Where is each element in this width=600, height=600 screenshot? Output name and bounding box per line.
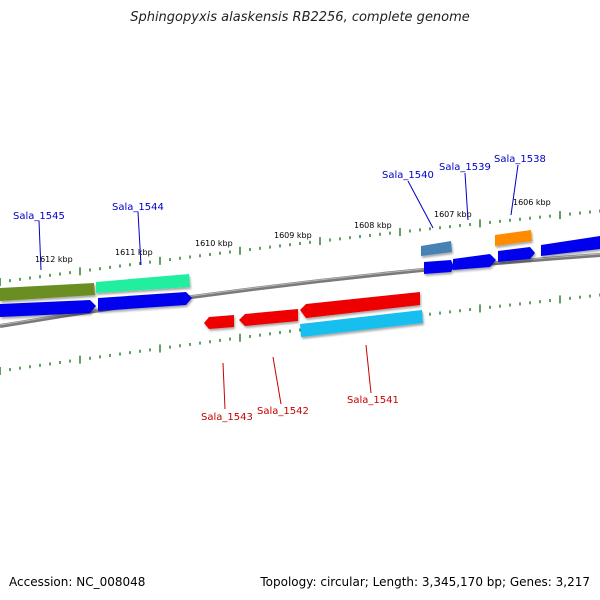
gene-sala-1538[interactable] <box>495 230 532 246</box>
cds-forward-track <box>0 236 600 317</box>
label-sala-1542[interactable]: Sala_1542 <box>257 406 309 417</box>
label-sala-1544[interactable]: Sala_1544 <box>112 202 164 213</box>
forward-leaders <box>38 164 519 271</box>
gene-sala-1541[interactable] <box>300 292 420 318</box>
leader-sala-1541 <box>365 344 372 394</box>
cds-feature[interactable] <box>498 247 535 262</box>
cds-feature[interactable] <box>0 300 96 317</box>
label-sala-1538[interactable]: Sala_1538 <box>494 154 546 165</box>
leader-sala-1539 <box>464 172 469 221</box>
label-sala-1543[interactable]: Sala_1543 <box>201 412 253 423</box>
outer-tick-ring <box>0 209 600 286</box>
leader-sala-1545 <box>38 220 42 271</box>
leader-sala-1544 <box>137 211 142 266</box>
cds-feature[interactable] <box>541 236 600 256</box>
kbp-label-1610: 1610 kbp <box>195 239 233 248</box>
gene-sala-1541-region[interactable] <box>300 310 423 337</box>
leader-sala-1538 <box>510 164 519 216</box>
accession-text: Accession: NC_008048 <box>9 575 146 589</box>
kbp-label-1607: 1607 kbp <box>434 210 472 219</box>
label-sala-1540[interactable]: Sala_1540 <box>382 170 434 181</box>
kbp-label-1608: 1608 kbp <box>354 221 392 230</box>
cds-feature[interactable] <box>453 254 496 270</box>
gene-sala-1543[interactable] <box>204 315 234 329</box>
gene-sala-1540[interactable] <box>421 241 452 256</box>
gene-sala-1544[interactable] <box>96 274 190 293</box>
kbp-label-1606: 1606 kbp <box>513 198 551 207</box>
leader-sala-1543 <box>222 362 226 410</box>
gene-sala-1545[interactable] <box>0 283 95 301</box>
label-sala-1545[interactable]: Sala_1545 <box>13 211 65 222</box>
gene-sala-1542[interactable] <box>239 309 298 326</box>
leader-sala-1540 <box>407 180 434 229</box>
gene-reverse-track <box>204 292 420 329</box>
map-title: Sphingopyxis alaskensis RB2256, complete… <box>130 10 470 25</box>
reverse-leaders <box>222 344 372 410</box>
kbp-label-1612: 1612 kbp <box>35 255 73 264</box>
cds-feature[interactable] <box>424 260 454 274</box>
kbp-label-1611: 1611 kbp <box>115 248 153 257</box>
kbp-label-1609: 1609 kbp <box>274 231 312 240</box>
leader-sala-1542 <box>272 356 282 405</box>
gene-reverse-sky-track <box>300 310 423 337</box>
cds-feature[interactable] <box>98 292 192 311</box>
label-sala-1539[interactable]: Sala_1539 <box>439 162 491 173</box>
genome-summary-text: Topology: circular; Length: 3,345,170 bp… <box>260 575 590 589</box>
gene-forward-track <box>0 230 532 301</box>
label-sala-1541[interactable]: Sala_1541 <box>347 395 399 406</box>
